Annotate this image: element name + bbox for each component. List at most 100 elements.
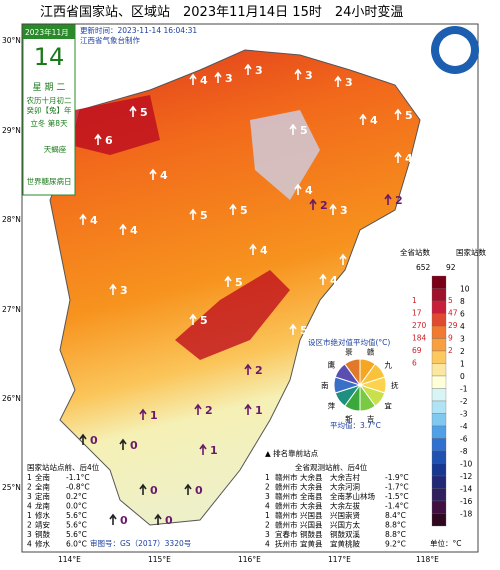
legend-level: -16 (460, 497, 472, 506)
arrow (119, 223, 127, 235)
pie-title: 设区市绝对值平均值(°C) (308, 337, 390, 347)
table-title: 国家站站点前、后4位 (27, 462, 100, 472)
jiangxi-map (49, 49, 421, 526)
lon-label: 115°E (148, 555, 171, 564)
pie-average: 平均值：3.7°C (330, 420, 381, 430)
legend-unit: 单位：°C (430, 538, 462, 548)
station-value: 5 (140, 106, 148, 119)
legend-swatch (431, 488, 447, 502)
arrow (229, 203, 237, 215)
arrow (289, 123, 297, 135)
station-value: 4 (90, 214, 98, 227)
arrow (294, 183, 302, 195)
station-value: 4 (130, 224, 138, 237)
table-cell: -1.9°C (385, 473, 409, 482)
legend-swatch (431, 438, 447, 452)
arrow (244, 363, 252, 375)
table-cell: 全南 (35, 482, 50, 492)
table-cell: -1.5°C (385, 492, 409, 501)
legend-level: -2 (460, 397, 468, 406)
table-cell: 全南 (35, 472, 50, 482)
calendar-head (23, 25, 75, 39)
station-value: 2 (320, 199, 328, 212)
table-cell: 赣州市 (275, 482, 298, 492)
arrow (129, 105, 137, 117)
table-cell: 大余县 (300, 482, 323, 492)
title: 江西省国家站、区域站 2023年11月14日 15时 24小时变温 (40, 4, 403, 20)
arrow (199, 443, 207, 455)
arrow (359, 113, 367, 125)
legend-level: 10 (460, 285, 470, 294)
pie-label: 景 (345, 348, 353, 357)
station-value: 5 (200, 314, 208, 327)
table-cell: -1.1°C (66, 473, 90, 482)
legend-level: 6 (460, 310, 465, 319)
station-value: 4 (260, 244, 268, 257)
legend-level: -18 (460, 510, 472, 519)
table-cell: 宜黄桃陂 (330, 539, 360, 549)
table-cell: 宜黄县 (300, 539, 323, 549)
arrow (94, 133, 102, 145)
station-value: 6 (105, 134, 113, 147)
table-cell: 1 (27, 511, 32, 520)
update-time: 更新时间：2023-11-14 16:04:31 (80, 25, 197, 35)
cal-lunar: 农历十月初二 (27, 95, 72, 105)
table-cell: 0.0°C (66, 502, 87, 511)
station-value: 5 (235, 276, 243, 289)
table-cell: 全南县 (300, 491, 323, 501)
table-cell: -1.7°C (385, 483, 409, 492)
legend-level: -3 (460, 410, 468, 419)
legend-swatch (431, 475, 447, 489)
logo-inner (439, 34, 471, 66)
station-value: 0 (130, 439, 138, 452)
table-cell: 2 (27, 483, 32, 492)
pie-label: 南 (321, 380, 329, 390)
table-cell: 1 (27, 473, 32, 482)
table-marker: ▲ 排名靠前站点 (265, 448, 319, 458)
table-cell: 5.6°C (66, 521, 87, 530)
arrow (394, 108, 402, 120)
arrow (384, 193, 392, 205)
table-cell: 2 (265, 521, 270, 530)
station-value: 5 (300, 324, 308, 337)
station-value: 3 (120, 284, 128, 297)
legend-total: 92 (446, 263, 456, 272)
table-cell: 1 (265, 511, 270, 520)
legend-swatch (431, 363, 447, 377)
lat-label: 27°N (2, 305, 21, 314)
legend-level: 1 (460, 360, 465, 369)
lon-label: 114°E (58, 555, 81, 564)
table-cell: 8.8°C (385, 530, 406, 539)
table-cell: 大余吉村 (330, 472, 360, 482)
legend-header: 国家站数 (456, 247, 486, 257)
pie-label: 鹰 (328, 359, 336, 369)
table-cell: 修水 (35, 539, 50, 549)
legend-count: 5 (448, 296, 453, 305)
station-value: 0 (150, 484, 158, 497)
station-value: 5 (240, 204, 248, 217)
table-cell: 3 (265, 492, 270, 501)
legend-level: -14 (460, 485, 472, 494)
table-cell: 宜春市 (275, 529, 298, 539)
arrow (189, 208, 197, 220)
table-cell: 大余县 (300, 501, 323, 511)
legend-swatch (431, 413, 447, 427)
legend-level: 2 (460, 347, 465, 356)
legend-swatch (431, 400, 447, 414)
table-cell: 龙南 (35, 501, 50, 511)
table-cell: 3 (27, 492, 32, 501)
arrow (339, 253, 347, 265)
legend-swatch (431, 463, 447, 477)
arrow (394, 151, 402, 163)
legend-swatch (431, 425, 447, 439)
maker: 江西省气象台制作 (80, 35, 140, 45)
legend-level: 3 (460, 335, 465, 344)
legend-level: 0 (460, 372, 465, 381)
pie-label: 新 (345, 413, 353, 423)
table-cell: 4 (265, 540, 270, 549)
legend-swatch (431, 350, 447, 364)
table-cell: 赣州市 (275, 501, 298, 511)
station-value: 5 (405, 109, 413, 122)
